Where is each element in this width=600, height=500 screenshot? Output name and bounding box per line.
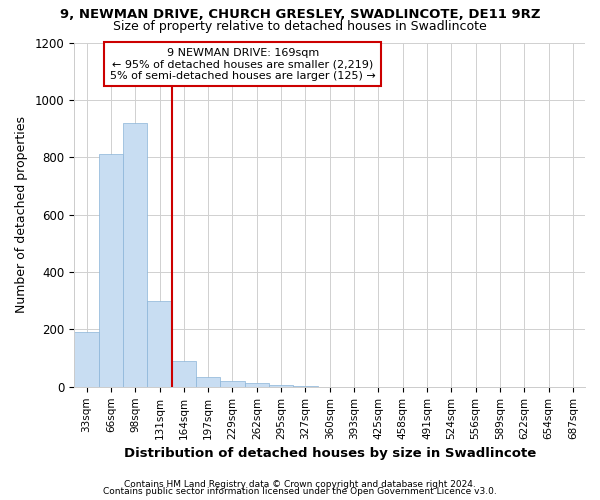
Bar bbox=[99, 154, 123, 387]
Bar bbox=[245, 382, 269, 387]
Text: Contains HM Land Registry data © Crown copyright and database right 2024.: Contains HM Land Registry data © Crown c… bbox=[124, 480, 476, 489]
Bar bbox=[293, 386, 317, 387]
Bar bbox=[269, 386, 293, 387]
Bar bbox=[220, 381, 245, 387]
Y-axis label: Number of detached properties: Number of detached properties bbox=[15, 116, 28, 313]
Bar bbox=[196, 377, 220, 387]
Text: 9 NEWMAN DRIVE: 169sqm
← 95% of detached houses are smaller (2,219)
5% of semi-d: 9 NEWMAN DRIVE: 169sqm ← 95% of detached… bbox=[110, 48, 376, 81]
Bar bbox=[172, 361, 196, 387]
X-axis label: Distribution of detached houses by size in Swadlincote: Distribution of detached houses by size … bbox=[124, 447, 536, 460]
Bar bbox=[123, 123, 148, 387]
Text: Contains public sector information licensed under the Open Government Licence v3: Contains public sector information licen… bbox=[103, 487, 497, 496]
Bar bbox=[74, 332, 99, 387]
Bar bbox=[148, 300, 172, 387]
Text: 9, NEWMAN DRIVE, CHURCH GRESLEY, SWADLINCOTE, DE11 9RZ: 9, NEWMAN DRIVE, CHURCH GRESLEY, SWADLIN… bbox=[60, 8, 540, 20]
Text: Size of property relative to detached houses in Swadlincote: Size of property relative to detached ho… bbox=[113, 20, 487, 33]
